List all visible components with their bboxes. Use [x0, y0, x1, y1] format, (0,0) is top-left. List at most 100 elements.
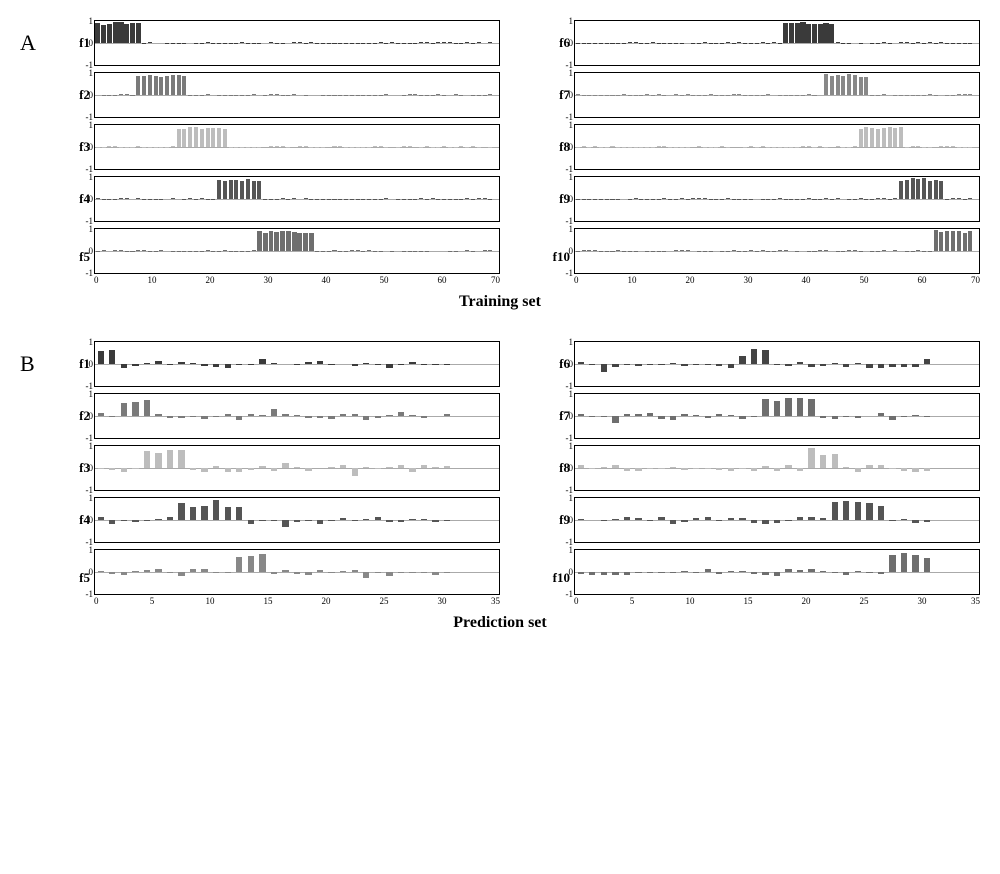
y-tick: 1: [89, 68, 96, 78]
bar: [124, 24, 129, 43]
bar: [905, 180, 909, 199]
bar: [327, 251, 331, 252]
bar: [818, 24, 823, 43]
bar: [951, 231, 955, 251]
bar: [836, 42, 840, 43]
bar: [922, 95, 926, 96]
plot-area: -101: [574, 445, 980, 491]
bar: [259, 520, 265, 521]
bar: [332, 43, 336, 44]
bar: [201, 569, 207, 572]
bar: [645, 147, 649, 148]
bar: [271, 468, 277, 471]
bar: [968, 43, 972, 44]
bar: [808, 448, 814, 468]
bar: [957, 94, 961, 95]
bar: [749, 250, 753, 251]
bar: [589, 572, 595, 575]
bar: [743, 251, 747, 252]
bar: [789, 23, 794, 43]
bar: [107, 146, 111, 147]
bar: [703, 198, 707, 199]
bar: [234, 180, 238, 199]
bar: [211, 199, 215, 200]
bar: [795, 251, 799, 252]
plot-area: -101: [94, 341, 500, 387]
bar: [178, 416, 184, 418]
bar: [213, 416, 219, 417]
bar: [876, 198, 880, 199]
bar: [223, 129, 227, 147]
bar: [317, 570, 323, 572]
bar: [206, 250, 210, 251]
bar: [855, 416, 861, 418]
bar: [386, 364, 392, 368]
bar: [843, 416, 849, 417]
bar: [778, 250, 782, 251]
bar: [601, 467, 607, 468]
bar: [269, 146, 273, 147]
bar: [916, 95, 920, 96]
bar: [321, 95, 325, 96]
bar: [177, 129, 181, 147]
chart-f1: f1-101: [60, 341, 500, 387]
bar: [483, 250, 487, 251]
y-tick: 1: [89, 545, 96, 555]
bar: [693, 468, 699, 469]
bar: [820, 571, 826, 572]
bar: [109, 350, 115, 364]
bar: [248, 468, 254, 470]
bar: [263, 233, 268, 251]
bar: [818, 250, 822, 251]
bar: [928, 42, 932, 43]
y-tick: 1: [89, 389, 96, 399]
bar: [409, 519, 415, 520]
bar: [762, 350, 768, 364]
bar: [432, 467, 438, 468]
bar: [622, 147, 626, 148]
bar: [269, 199, 273, 200]
bar: [824, 198, 828, 199]
bar: [832, 572, 838, 573]
chart-f5: f5-101010203040506070: [60, 228, 500, 285]
bar: [229, 147, 233, 148]
bar: [634, 198, 638, 199]
bar: [292, 232, 297, 251]
chart-f5: f5-10105101520253035: [60, 549, 500, 606]
bar: [709, 251, 713, 252]
bar: [785, 398, 791, 416]
bar: [121, 403, 127, 416]
bar: [421, 416, 427, 418]
bar: [132, 468, 138, 469]
bar: [658, 416, 664, 419]
bar: [634, 42, 638, 43]
plot-area: -101: [94, 176, 500, 222]
bar: [801, 95, 805, 96]
bar: [188, 251, 192, 252]
bar: [363, 467, 369, 468]
chart-f4: f4-101: [60, 497, 500, 543]
bar: [356, 95, 360, 96]
bar: [488, 250, 492, 251]
bar: [599, 199, 603, 200]
bar: [155, 519, 161, 520]
bar: [635, 518, 641, 520]
bar: [693, 364, 699, 365]
bar: [934, 95, 938, 96]
bar: [101, 25, 106, 43]
bar: [662, 146, 666, 147]
bar: [801, 146, 805, 147]
bar: [963, 233, 967, 251]
bar: [102, 147, 106, 148]
bar: [808, 364, 814, 367]
bar: [178, 450, 184, 468]
bar: [616, 95, 620, 96]
bar: [317, 520, 323, 524]
bar: [350, 199, 354, 200]
bar: [916, 250, 920, 251]
bar: [248, 364, 254, 365]
bar: [634, 251, 638, 252]
bar: [737, 42, 741, 43]
bar: [951, 198, 955, 199]
bar: [148, 75, 152, 95]
